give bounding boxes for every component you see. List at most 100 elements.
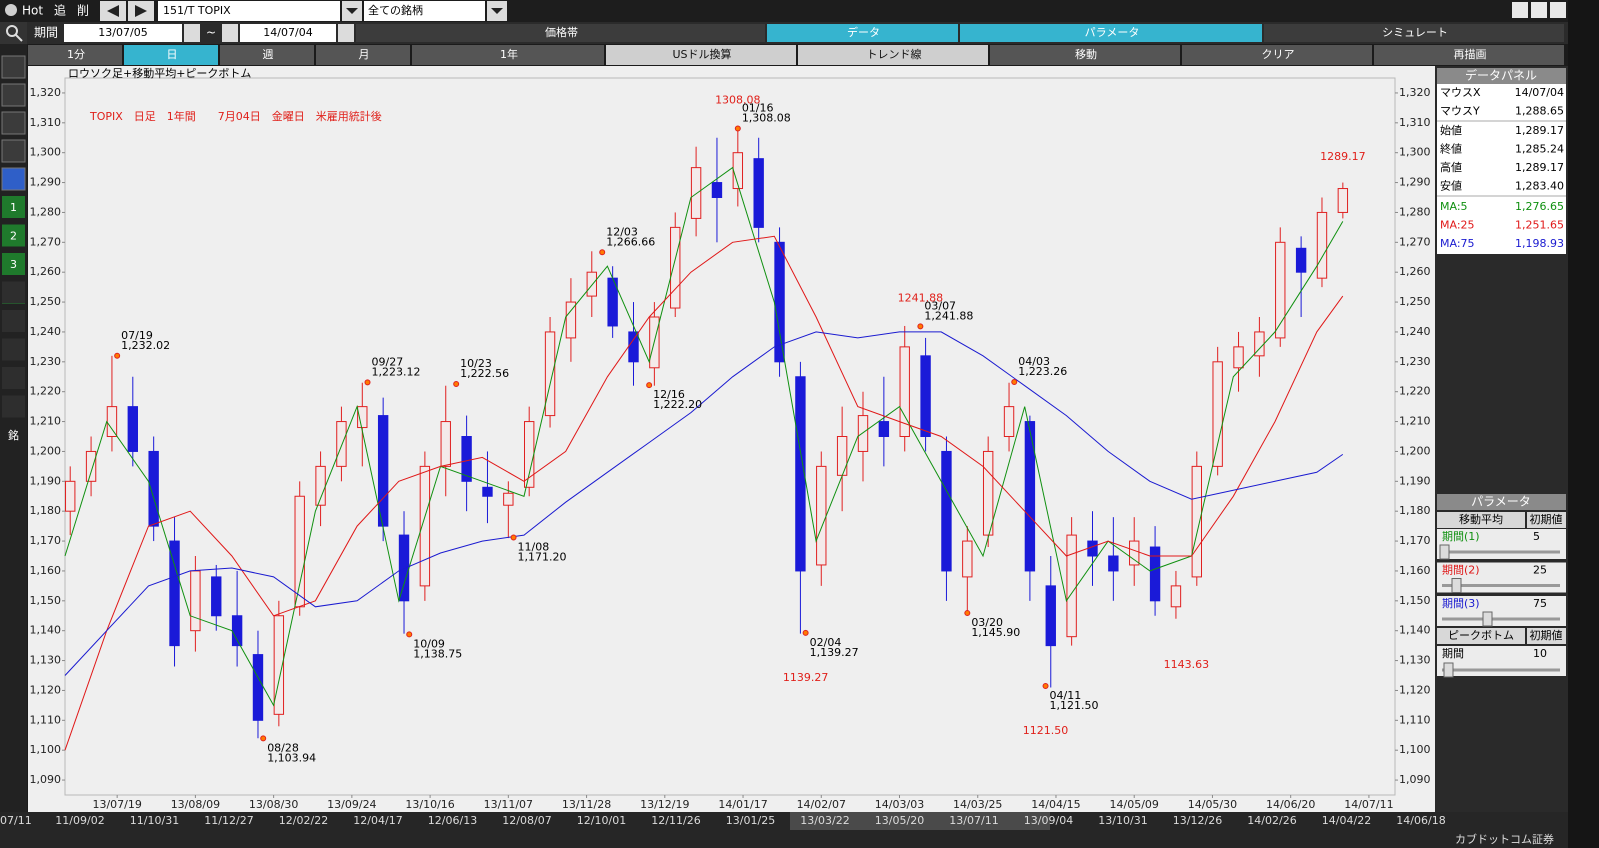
candle-body xyxy=(252,654,264,721)
tool-button[interactable] xyxy=(2,310,25,332)
tool-icon[interactable] xyxy=(1,111,26,135)
timeline-window[interactable] xyxy=(790,812,1050,830)
add-button[interactable]: 追 xyxy=(54,3,66,18)
delete-button[interactable]: 削 xyxy=(77,4,89,18)
filter-input[interactable] xyxy=(364,1,485,21)
to-left-arrow[interactable] xyxy=(222,24,238,42)
tool-icon[interactable] xyxy=(1,167,26,191)
y-tick-label: 1,230 xyxy=(1399,355,1431,368)
period-button-label[interactable]: USドル換算 xyxy=(672,47,731,61)
period-button-label[interactable]: クリア xyxy=(1262,48,1295,61)
tool-label[interactable]: 3 xyxy=(10,258,17,271)
period-button[interactable] xyxy=(798,45,988,65)
x-tick-label: 14/05/09 xyxy=(1110,798,1159,811)
close-button[interactable] xyxy=(1550,2,1566,18)
peak-value: 1,223.26 xyxy=(1018,365,1067,378)
tab-label[interactable]: パラメータ xyxy=(1085,26,1140,39)
reset-button[interactable] xyxy=(1527,628,1566,644)
tab[interactable] xyxy=(960,24,1262,42)
slider-thumb[interactable] xyxy=(1443,662,1454,678)
period-button-label[interactable]: 月 xyxy=(359,48,370,61)
y-tick-label: 1,240 xyxy=(1399,325,1431,338)
y-tick-label: 1,180 xyxy=(1399,504,1431,517)
period-button-label[interactable]: 移動 xyxy=(1075,47,1097,61)
bulb-icon[interactable] xyxy=(5,4,17,16)
tool-label[interactable]: 2 xyxy=(10,230,17,243)
tab[interactable] xyxy=(356,24,765,42)
data-value: 1,288.65 xyxy=(1515,105,1564,118)
period-button[interactable] xyxy=(990,45,1180,65)
minimize-button[interactable] xyxy=(1512,2,1528,18)
tool-button[interactable] xyxy=(2,196,25,218)
from-input[interactable] xyxy=(64,24,182,42)
period-button[interactable] xyxy=(28,45,122,65)
hot-button[interactable]: Hot xyxy=(22,4,43,18)
tab-label[interactable]: 価格帯 xyxy=(545,25,578,39)
slider-thumb[interactable] xyxy=(1439,544,1450,560)
param-value[interactable]: 10 xyxy=(1533,647,1547,660)
peak-date: 04/03 xyxy=(1018,355,1050,368)
period-button-label[interactable]: 週 xyxy=(263,48,274,61)
ma-value: 1,198.93 xyxy=(1515,237,1564,250)
prev-arrow xyxy=(107,5,119,17)
tab-label[interactable]: シミュレート xyxy=(1382,26,1448,39)
peak-value: 1,121.50 xyxy=(1050,699,1099,712)
period-button-label[interactable]: 日 xyxy=(167,48,178,61)
period-button-label[interactable]: 再描画 xyxy=(1454,47,1487,61)
y-tick-label: 1,170 xyxy=(30,534,62,547)
tool-button[interactable] xyxy=(2,367,25,389)
tool-label[interactable]: 1 xyxy=(10,201,17,214)
tool-button[interactable] xyxy=(2,281,25,304)
tab-label[interactable]: データ xyxy=(847,25,880,39)
period-button[interactable] xyxy=(1374,45,1564,65)
candle-body xyxy=(377,415,389,527)
param-group-label: 移動平均 xyxy=(1459,512,1503,526)
y-tick-label: 1,090 xyxy=(30,773,62,786)
candle-body xyxy=(1295,247,1307,273)
tool-icon[interactable] xyxy=(1,139,26,163)
tool-label[interactable]: 銘 xyxy=(8,429,19,442)
to-arrow[interactable] xyxy=(338,24,354,42)
period-button[interactable] xyxy=(412,45,604,65)
param-value[interactable]: 25 xyxy=(1533,564,1547,577)
maximize-button[interactable] xyxy=(1531,2,1547,18)
tool-icon[interactable] xyxy=(1,83,26,107)
tool-icon[interactable] xyxy=(1,55,26,79)
moving-average xyxy=(64,331,1344,676)
period-button[interactable] xyxy=(220,45,314,65)
candle-body xyxy=(65,480,76,512)
annotation: 1139.27 xyxy=(783,671,829,684)
reset-button[interactable] xyxy=(1527,512,1566,528)
timeline-label: 11/10/31 xyxy=(130,814,179,827)
peak-value: 1,222.20 xyxy=(653,398,702,411)
candle-body xyxy=(1129,540,1140,566)
tab[interactable] xyxy=(1264,24,1564,42)
candle-body xyxy=(273,615,285,715)
period-button-label[interactable]: トレンド線 xyxy=(867,48,922,61)
to-input[interactable] xyxy=(240,24,336,42)
peak-dot xyxy=(734,125,741,132)
filter-text: 全ての銘柄 xyxy=(368,3,423,17)
reset-label[interactable]: 初期値 xyxy=(1530,629,1563,642)
param-value[interactable]: 75 xyxy=(1533,597,1547,610)
tab[interactable] xyxy=(767,24,958,42)
period-button[interactable] xyxy=(124,45,218,65)
slider-thumb[interactable] xyxy=(1482,611,1493,627)
peak-value: 1,222.56 xyxy=(460,367,509,380)
y-tick-label: 1,320 xyxy=(1399,86,1431,99)
from-arrow[interactable] xyxy=(184,24,200,42)
period-button-label[interactable]: 1年 xyxy=(500,47,518,61)
candle-body xyxy=(628,331,639,363)
period-button[interactable] xyxy=(316,45,410,65)
period-button[interactable] xyxy=(606,45,796,65)
reset-label[interactable]: 初期値 xyxy=(1530,513,1563,526)
period-button[interactable] xyxy=(1182,45,1372,65)
tool-button[interactable] xyxy=(2,253,25,275)
symbol-input[interactable] xyxy=(158,1,340,21)
tool-button[interactable] xyxy=(2,224,25,247)
tool-button[interactable] xyxy=(2,338,25,361)
period-button-label[interactable]: 1分 xyxy=(67,48,85,61)
param-value[interactable]: 5 xyxy=(1533,530,1540,543)
slider-thumb[interactable] xyxy=(1451,578,1462,593)
tool-button[interactable] xyxy=(2,395,25,418)
